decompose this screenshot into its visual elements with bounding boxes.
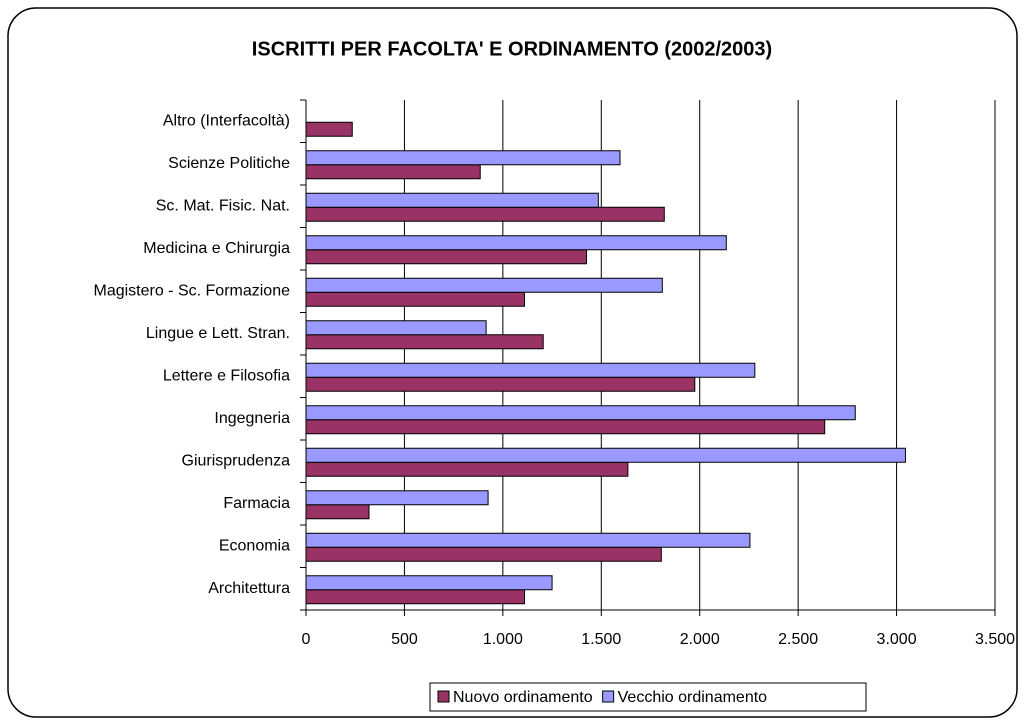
bar [305, 320, 487, 336]
bar [305, 532, 751, 548]
y-tick-label: Altro (Interfacoltà) [163, 112, 290, 129]
y-tick-label: Sc. Mat. Fisic. Nat. [156, 197, 290, 214]
bar [305, 447, 906, 463]
legend-swatch [437, 690, 450, 703]
x-tick-label: 3.000 [877, 631, 917, 648]
bar [305, 490, 489, 506]
bar [305, 546, 662, 562]
y-tick-label: Lettere e Filosofia [163, 367, 290, 384]
bar [305, 575, 553, 591]
bar [305, 164, 481, 180]
bar [305, 121, 353, 137]
legend-swatch [602, 690, 615, 703]
y-tick-label: Lingue e Lett. Stran. [146, 325, 290, 342]
legend-label: Nuovo ordinamento [453, 689, 593, 706]
bar [305, 192, 599, 208]
bar [305, 419, 826, 435]
chart-frame [7, 7, 1018, 718]
bar [305, 291, 526, 307]
bar [305, 376, 696, 392]
x-tick-label: 3.500 [975, 631, 1015, 648]
x-tick-label: 2.500 [778, 631, 818, 648]
bar [305, 362, 756, 378]
x-tick-label: 1.500 [581, 631, 621, 648]
bar [305, 235, 727, 251]
legend-box [429, 682, 867, 712]
x-tick-label: 500 [391, 631, 418, 648]
bar [305, 504, 370, 520]
y-tick-label: Farmacia [223, 495, 290, 512]
x-tick-label: 1.000 [483, 631, 523, 648]
bar [305, 405, 856, 421]
bar [305, 249, 588, 265]
bar [305, 589, 526, 605]
y-tick-label: Giurisprudenza [182, 452, 291, 469]
bar [305, 206, 665, 222]
y-tick-label: Magistero - Sc. Formazione [93, 282, 290, 299]
x-tick-label: 2.000 [680, 631, 720, 648]
x-tick-label: 0 [302, 631, 311, 648]
chart-title: ISCRITTI PER FACOLTA' E ORDINAMENTO (200… [252, 38, 772, 60]
legend-label: Vecchio ordinamento [618, 689, 768, 706]
y-tick-label: Ingegneria [214, 410, 290, 427]
y-tick-label: Economia [219, 537, 290, 554]
bar [305, 277, 663, 293]
y-tick-label: Medicina e Chirurgia [143, 240, 290, 257]
y-tick-label: Scienze Politiche [168, 155, 290, 172]
bar [305, 150, 621, 166]
bar [305, 461, 629, 477]
bar [305, 334, 544, 350]
y-tick-label: Architettura [208, 580, 290, 597]
